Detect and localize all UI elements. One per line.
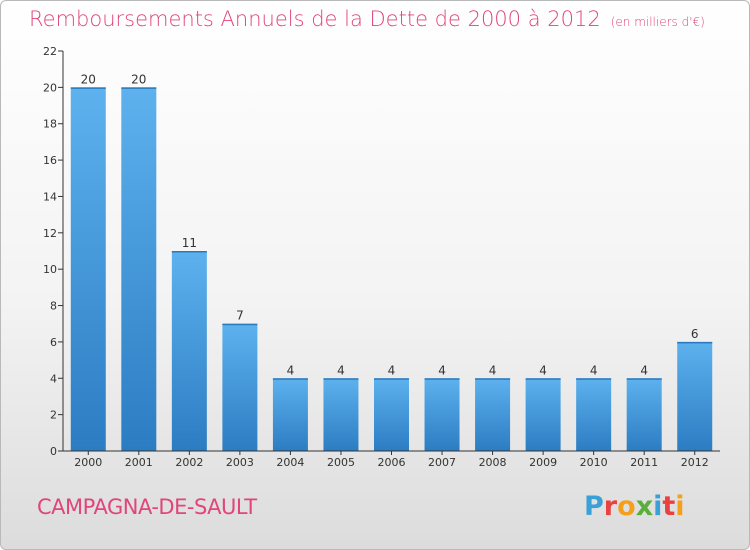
bar-edge-2003 — [222, 323, 258, 326]
y-tick-label-18: 18 — [43, 118, 57, 131]
commune-name: CAMPAGNA-DE-SAULT — [37, 495, 257, 519]
logo-letter: t — [662, 491, 676, 522]
bar-2010 — [576, 378, 612, 451]
data-label-2008: 4 — [489, 363, 497, 377]
y-tick-label-8: 8 — [50, 300, 57, 313]
y-tick-label-12: 12 — [43, 227, 57, 240]
data-label-2011: 4 — [640, 363, 648, 377]
y-tick-label-20: 20 — [43, 81, 57, 94]
data-label-2012: 6 — [691, 327, 699, 341]
bar-edge-2012 — [677, 341, 713, 344]
data-label-2003: 7 — [236, 309, 244, 323]
y-tick-label-10: 10 — [43, 263, 57, 276]
x-tick-label-2002: 2002 — [175, 456, 203, 469]
data-label-2004: 4 — [287, 363, 295, 377]
bar-edge-2007 — [424, 378, 460, 380]
bar-edge-2010 — [576, 378, 612, 380]
y-tick-label-6: 6 — [50, 336, 57, 349]
bar-edge-2005 — [323, 378, 359, 380]
chart-title: Remboursements Annuels de la Dette de 20… — [29, 7, 705, 31]
proxiti-logo: Proxiti — [584, 491, 685, 522]
x-tick-label-2009: 2009 — [529, 456, 557, 469]
x-tick-label-2006: 2006 — [378, 456, 406, 469]
axes-group: 2000 2001 2002 2003 2004 2005 2006 2007 2008 2009… — [43, 45, 720, 469]
bar-edge-2009 — [525, 378, 561, 380]
data-label-2001: 20 — [131, 72, 146, 86]
data-label-2005: 4 — [337, 363, 345, 377]
bar-edge-2006 — [374, 378, 409, 380]
bar-2006 — [374, 378, 409, 451]
bar-2000 — [70, 87, 106, 451]
x-tick-label-2007: 2007 — [428, 456, 456, 469]
bar-2009 — [525, 378, 561, 451]
y-tick-label-0: 0 — [50, 445, 57, 458]
y-tick-label-14: 14 — [43, 190, 57, 203]
data-label-2009: 4 — [539, 363, 547, 377]
x-tick-label-2001: 2001 — [125, 456, 153, 469]
bar-2012 — [677, 341, 713, 451]
bar-edge-2000 — [70, 87, 106, 89]
bar-edge-2004 — [272, 378, 308, 380]
logo-letter: x — [635, 491, 654, 522]
x-tick-label-2012: 2012 — [681, 456, 709, 469]
bar-2011 — [626, 378, 662, 451]
x-tick-label-2000: 2000 — [74, 456, 102, 469]
data-label-2000: 20 — [81, 72, 96, 86]
bar-2004 — [272, 378, 308, 451]
bar-2007 — [424, 378, 460, 451]
y-tick-label-4: 4 — [50, 372, 57, 385]
bar-2005 — [323, 378, 359, 451]
data-label-2010: 4 — [590, 363, 598, 377]
bar-edge-2002 — [171, 251, 207, 253]
logo-letter: i — [675, 491, 685, 522]
bar-edge-2001 — [121, 87, 157, 89]
y-tick-label-16: 16 — [43, 154, 57, 167]
y-tick-label-2: 2 — [50, 409, 57, 422]
logo-letter: i — [653, 491, 663, 522]
chart-title-text: Remboursements Annuels de la Dette de 20… — [29, 7, 601, 31]
x-tick-label-2004: 2004 — [276, 456, 304, 469]
data-label-2007: 4 — [438, 363, 446, 377]
x-tick-label-2011: 2011 — [630, 456, 658, 469]
bar-2003 — [222, 323, 258, 451]
logo-letter: P — [584, 491, 604, 522]
logo-letter: o — [617, 491, 636, 522]
bar-edge-2008 — [475, 378, 511, 380]
data-label-2006: 4 — [388, 363, 396, 377]
data-label-2002: 11 — [182, 236, 197, 250]
x-tick-label-2005: 2005 — [327, 456, 355, 469]
bar-2002 — [171, 251, 207, 451]
bar-edge-2011 — [626, 378, 662, 380]
x-tick-label-2010: 2010 — [580, 456, 608, 469]
bar-2008 — [475, 378, 511, 451]
bar-2001 — [121, 87, 157, 451]
x-tick-label-2008: 2008 — [479, 456, 507, 469]
x-tick-label-2003: 2003 — [226, 456, 254, 469]
logo-letter: r — [603, 491, 618, 522]
y-tick-label-22: 22 — [43, 45, 57, 58]
chart-unit: (en milliers d'€) — [610, 15, 705, 29]
bars-group: 20 20 11 7 4 4 4 4 4 4 4 4 6 — [70, 72, 713, 451]
